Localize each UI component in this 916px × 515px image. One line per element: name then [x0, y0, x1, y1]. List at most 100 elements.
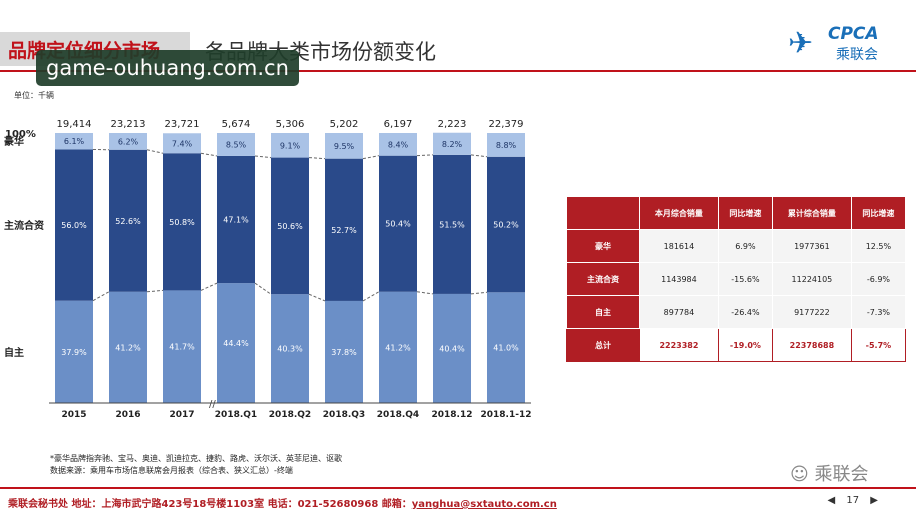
total-label: 5,306	[276, 119, 305, 130]
data-label: 8.8%	[496, 141, 517, 150]
data-label: 37.9%	[61, 348, 87, 357]
series-label: 豪华	[4, 135, 24, 148]
table-cell: 1977361	[771, 229, 852, 263]
segment-connector	[146, 149, 164, 154]
footer-email-link[interactable]: yanghua@sxtauto.com.cn	[411, 499, 557, 510]
segment-connector	[308, 293, 326, 302]
total-label: 5,202	[330, 119, 359, 130]
data-label: 8.4%	[388, 140, 409, 149]
footer-divider	[0, 487, 916, 489]
data-label: 40.3%	[277, 345, 303, 354]
bar-segment	[325, 300, 363, 403]
x-tick-label: 2018.Q2	[269, 410, 311, 420]
prev-page-icon[interactable]: ◀	[827, 495, 836, 506]
bar-segment	[163, 290, 201, 403]
data-label: 6.2%	[118, 137, 139, 146]
data-label: 41.2%	[385, 343, 411, 352]
bar-segment	[433, 132, 471, 155]
series-label: 自主	[4, 346, 24, 359]
total-label: 22,379	[489, 119, 524, 130]
data-label: 50.8%	[169, 218, 195, 227]
bar-segment	[109, 291, 147, 403]
bar-segment	[163, 133, 201, 154]
x-tick-label: 2016	[115, 410, 140, 420]
segment-connector	[416, 154, 434, 157]
table-row: 自主 897784 -26.4% 9177222 -7.3%	[566, 295, 907, 329]
table-row-label: 主流合资	[566, 262, 640, 296]
table-cell: 22378688	[771, 328, 852, 362]
next-page-icon[interactable]: ▶	[870, 495, 878, 506]
total-label: 6,197	[384, 119, 413, 130]
table-total-row: 总计 2223382 -19.0% 22378688 -5.7%	[566, 328, 907, 362]
table-cell: -15.6%	[717, 262, 773, 296]
data-label: 9.5%	[334, 142, 355, 151]
watermark-banner: game-ouhuang.com.cn	[36, 50, 299, 86]
data-label: 56.0%	[61, 221, 87, 230]
total-label: 23,213	[111, 119, 146, 130]
bar-segment	[217, 133, 255, 156]
data-label: 41.2%	[115, 343, 141, 352]
total-label: 23,721	[165, 119, 200, 130]
segment-connector	[470, 291, 488, 295]
footer-address: 乘联会秘书处 地址：上海市武宁路423号18号楼1103室 电话：021-526…	[8, 499, 412, 510]
segment-connector	[470, 154, 488, 158]
table-cell: 9177222	[771, 295, 852, 329]
table-cell: -6.9%	[850, 262, 907, 296]
data-label: 52.6%	[115, 217, 141, 226]
segment-connector	[200, 282, 218, 291]
cpca-logo: ✈ CPCA 乘联会	[788, 22, 906, 66]
wechat-label: 乘联会	[814, 464, 869, 485]
table-header-cell	[566, 196, 640, 230]
series-label: 主流合资	[4, 219, 44, 232]
table-cell: -26.4%	[717, 295, 773, 329]
data-label: 40.4%	[439, 344, 465, 353]
bar-segment	[487, 292, 525, 403]
footnote-luxury-brands: *豪华品牌指奔驰、宝马、奥迪、凯迪拉克、捷豹、路虎、沃尔沃、英菲尼迪、讴歌	[50, 454, 342, 463]
bar-segment	[379, 291, 417, 403]
data-label: 8.2%	[442, 140, 463, 149]
segment-connector	[200, 152, 218, 157]
bar-segment	[109, 133, 147, 150]
table-cell: 11224105	[771, 262, 852, 296]
bar-segment	[433, 154, 471, 294]
data-label: 8.5%	[226, 140, 247, 149]
segment-connector	[146, 289, 164, 293]
y-axis-top-label: 100%	[5, 129, 36, 140]
data-label: 9.1%	[280, 141, 301, 150]
axis-break-mark: //	[209, 399, 216, 410]
table-cell: -5.7%	[850, 328, 907, 362]
wechat-watermark: ☺ 乘联会	[790, 460, 869, 486]
bar-segment	[379, 155, 417, 292]
table-header-cell: 同比增速	[850, 196, 907, 230]
x-tick-label: 2018.Q1	[215, 410, 257, 420]
data-label: 37.8%	[331, 348, 357, 357]
data-label: 52.7%	[331, 226, 357, 235]
segment-connector	[254, 155, 272, 159]
table-cell: 2223382	[639, 328, 719, 362]
data-label: 50.6%	[277, 222, 303, 231]
bar-segment	[271, 133, 309, 158]
bar-segment	[217, 155, 255, 284]
table-cell: 6.9%	[717, 229, 773, 263]
table-cell: -19.0%	[717, 328, 773, 362]
bar-segment	[271, 294, 309, 403]
bar-segment	[325, 158, 363, 301]
table-cell: -7.3%	[850, 295, 907, 329]
wechat-icon: ☺	[790, 464, 809, 485]
bar-segment	[271, 157, 309, 295]
footnote-data-source: 数据来源：乘用车市场信息联席会月报表（综合表、狭义汇总）-终端	[50, 466, 293, 475]
x-tick-label: 2018.Q3	[323, 410, 365, 420]
bar-segment	[487, 133, 525, 157]
table-cell: 181614	[639, 229, 719, 263]
bar-segment	[55, 133, 93, 150]
segment-connector	[416, 291, 434, 295]
x-tick-label: 2015	[61, 410, 86, 420]
total-label: 2,223	[438, 119, 467, 130]
total-label: 19,414	[57, 119, 92, 130]
bar-segment	[433, 293, 471, 403]
segment-connector	[92, 291, 110, 302]
pager: ◀ 17 ▶	[823, 495, 882, 506]
segment-connector	[308, 157, 326, 160]
table-header-cell: 同比增速	[717, 196, 773, 230]
logo-text-cn: 乘联会	[836, 47, 878, 63]
